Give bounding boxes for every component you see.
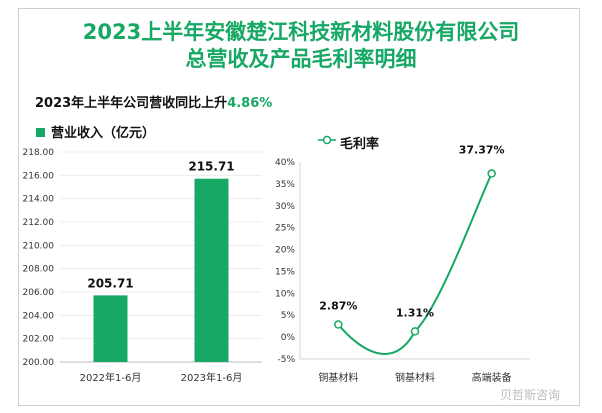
line-y-tick-label: 20%: [275, 246, 295, 256]
subtitle-prefix: 2023年上半年公司营收同比上升: [35, 96, 228, 111]
margin-point: [334, 320, 343, 329]
bar-y-tick-label: 216.00: [23, 171, 55, 181]
line-y-tick-label: 40%: [275, 158, 295, 168]
bar-legend-label: 营业收入（亿元）: [51, 126, 156, 141]
chart-subtitle: 2023年上半年公司营收同比上升4.86%: [35, 92, 272, 111]
line-x-tick-label: 高端装备: [472, 371, 512, 384]
line-y-tick-label: 25%: [275, 224, 295, 234]
bar-data-label: 215.71: [188, 160, 234, 174]
subtitle-value: 4.86%: [227, 96, 273, 111]
line-legend-label: 毛利率: [340, 137, 380, 152]
bar-legend: 营业收入（亿元）: [36, 122, 155, 141]
margin-data-label: 37.37%: [459, 144, 505, 157]
watermark: 贝哲斯咨询: [500, 388, 561, 402]
bar-1: [93, 295, 128, 362]
bar-y-tick-label: 206.00: [23, 288, 55, 298]
line-y-tick-label: 0%: [281, 333, 296, 343]
chart-title-line1: 2023上半年安徽楚江科技新材料股份有限公司: [82, 20, 520, 44]
bar-2: [194, 178, 229, 362]
bar-y-tick-label: 208.00: [23, 265, 55, 275]
margin-data-label: 1.31%: [396, 306, 434, 319]
bar-y-tick-label: 200.00: [23, 358, 55, 368]
line-y-tick-label: 5%: [281, 311, 296, 321]
line-y-tick-label: 10%: [275, 289, 295, 299]
bar-y-tick-label: 202.00: [23, 335, 55, 345]
chart-title-line2: 总营收及产品毛利率明细: [185, 47, 417, 71]
bar-y-tick-label: 210.00: [23, 241, 55, 251]
line-y-tick-label: -5%: [277, 355, 295, 365]
margin-data-label: 2.87%: [319, 300, 357, 313]
margin-series-line: [337, 173, 493, 355]
bar-y-tick-label: 214.00: [23, 195, 55, 205]
margin-point: [487, 169, 496, 178]
line-x-tick-label: 钢基材料: [395, 371, 435, 384]
line-x-tick-label: 铜基材料: [318, 371, 358, 384]
revenue-bar-chart: 200.00 202.00 204.00 206.00 208.00 210.00 212.…: [23, 148, 262, 384]
line-y-tick-label: 15%: [275, 267, 295, 277]
bar-data-label: 205.71: [87, 276, 133, 290]
bar-y-tick-label: 212.00: [23, 218, 55, 228]
margin-point: [410, 327, 420, 336]
bar-y-tick-label: 218.00: [23, 148, 55, 158]
bar-y-tick-label: 204.00: [23, 311, 55, 321]
line-legend-marker: [318, 135, 336, 145]
bar-legend-swatch: [36, 128, 45, 137]
line-y-tick-label: 35%: [275, 180, 295, 190]
line-y-tick-label: 30%: [275, 202, 295, 212]
margin-line-chart: -5% 0% 5% 10% 15% 20% 25% 30% 35% 40% 2.87% 铜基材料 1.3…: [275, 144, 530, 384]
bar-x-tick-label: 2022年1-6月: [80, 371, 142, 384]
bar-x-tick-label: 2023年1-6月: [181, 371, 243, 384]
